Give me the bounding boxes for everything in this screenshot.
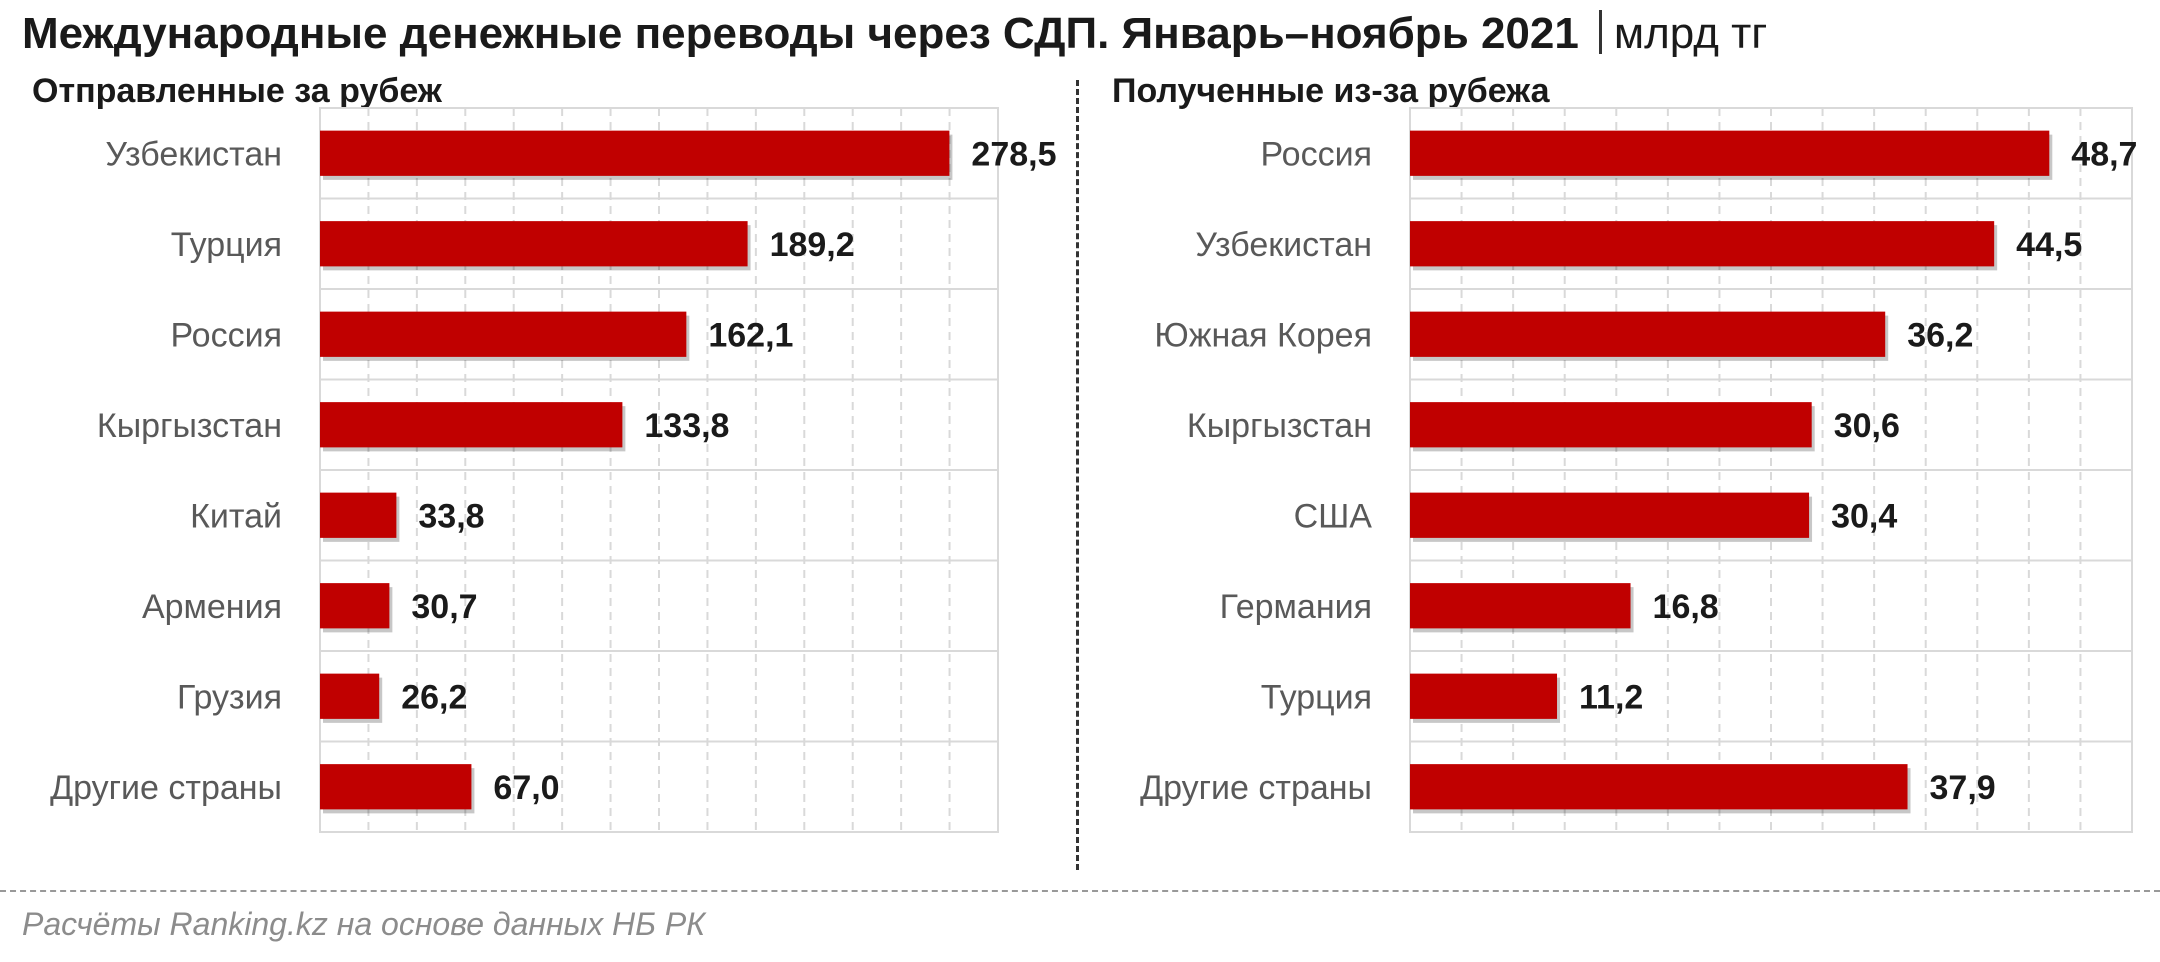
panel-divider [1076,80,1079,870]
title-separator [1598,10,1602,54]
sent-value-label: 33,8 [418,497,484,535]
chart-title: Международные денежные переводы через СД… [22,9,1579,58]
sent-category-label: Россия [171,316,283,354]
unit-label: млрд тг [1613,9,1768,58]
right-panel-title: Полученные из-за рубежа [1112,72,1550,110]
received-value-label: 30,4 [1831,497,1897,535]
received-category-label: Кыргызстан [1187,407,1372,445]
received-category-label: США [1294,497,1373,535]
received-bar [1410,402,1812,448]
received-value-label: 16,8 [1653,588,1719,626]
sent-bar [320,673,380,719]
received-bar [1410,130,2050,176]
sent-category-label: Другие страны [50,769,282,807]
received-category-label: Южная Корея [1154,316,1372,354]
sent-bar [320,130,950,176]
source-note: Расчёты Ranking.kz на основе данных НБ Р… [22,906,706,942]
received-value-label: 30,6 [1834,407,1900,445]
received-value-label: 36,2 [1907,316,1973,354]
bar-charts: Узбекистан 278,5 Турция 189,2 Россия 162,1 Кыр… [50,107,2137,833]
sent-bar [320,402,623,448]
received-chart: Россия 48,7 Узбекистан 44,5 Южная Корея 36,2 К… [1140,107,2137,833]
sent-value-label: 278,5 [971,135,1056,173]
sent-value-label: 189,2 [770,226,855,264]
sent-bar [320,311,687,357]
received-category-label: Турция [1261,678,1372,716]
sent-category-label: Узбекистан [105,135,282,173]
sent-category-label: Китай [190,497,282,535]
received-value-label: 11,2 [1579,678,1643,716]
sent-bar [320,221,748,267]
sent-category-label: Армения [142,588,282,626]
sent-category-label: Грузия [177,678,282,716]
received-bar [1410,764,1908,810]
received-bar [1410,583,1631,629]
left-panel-title: Отправленные за рубеж [32,72,442,110]
received-category-label: Другие страны [1140,769,1372,807]
received-bar [1410,492,1810,538]
sent-value-label: 30,7 [411,588,477,626]
received-value-label: 44,5 [2016,226,2082,264]
sent-category-label: Кыргызстан [97,407,282,445]
received-category-label: Германия [1220,588,1372,626]
received-category-label: Россия [1261,135,1373,173]
sent-category-label: Турция [171,226,282,264]
sent-chart: Узбекистан 278,5 Турция 189,2 Россия 162,1 Кыр… [50,107,1057,833]
sent-bar [320,583,390,629]
sent-value-label: 26,2 [401,678,467,716]
chart-header: Международные денежные переводы через СД… [22,4,1767,59]
sent-value-label: 162,1 [708,316,793,354]
received-value-label: 37,9 [1930,769,1996,807]
received-value-label: 48,7 [2071,135,2137,173]
sent-value-label: 67,0 [493,769,559,807]
received-bar [1410,221,1995,267]
sent-bar [320,764,472,810]
received-category-label: Узбекистан [1195,226,1372,264]
sent-bar [320,492,397,538]
received-bar [1410,673,1558,719]
sent-value-label: 133,8 [644,407,729,445]
received-bar [1410,311,1886,357]
source-divider [0,890,2160,892]
